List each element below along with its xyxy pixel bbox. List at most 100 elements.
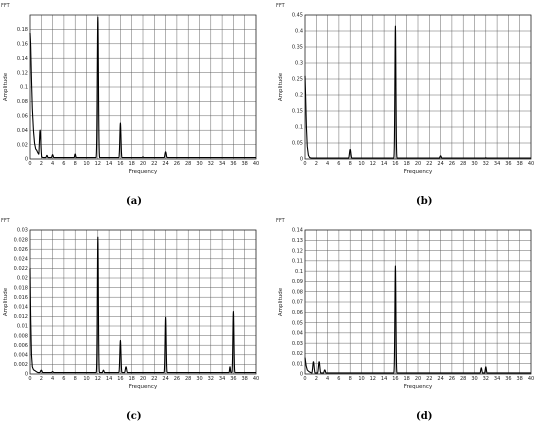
y-tick-label: 0.02: [292, 351, 303, 357]
y-tick-label: 0.02: [17, 276, 28, 282]
y-tick-label: 0.014: [14, 305, 28, 311]
y-tick-label: 0.45: [292, 13, 303, 19]
y-tick-label: 0: [25, 157, 28, 163]
x-tick-label: 4: [51, 376, 54, 382]
x-tick-label: 0: [28, 161, 31, 167]
x-tick-label: 24: [437, 376, 443, 382]
y-tick-label: 0.016: [14, 295, 28, 301]
plot-frame: [29, 14, 257, 160]
x-tick-label: 16: [117, 376, 123, 382]
x-tick-label: 26: [449, 376, 455, 382]
caption-d: (d): [416, 411, 433, 422]
x-tick-label: 32: [483, 161, 489, 167]
y-tick-label: 0.4: [295, 29, 303, 35]
fft-panel-b: FFT 0 2 4 6 8 10 12 14 16 18 20 22 24 26 28 30 32 34 36 38 40…: [275, 0, 550, 215]
y-axis-label: Amplitude: [278, 287, 284, 316]
x-tick-label: 14: [106, 161, 112, 167]
y-axis-label: Amplitude: [3, 287, 9, 316]
x-tick-label: 22: [151, 376, 157, 382]
x-tick-label: 8: [349, 376, 352, 382]
y-tick-label: 0.028: [14, 237, 28, 243]
y-tick-label: 0.018: [14, 285, 28, 291]
x-tick-label: 2: [315, 376, 318, 382]
x-tick-label: 28: [185, 376, 191, 382]
x-tick-label: 38: [517, 376, 523, 382]
panel-title: FFT: [1, 218, 11, 224]
y-tick-label: 0.01: [17, 324, 28, 330]
x-tick-label: 26: [174, 376, 180, 382]
x-tick-label: 12: [95, 376, 101, 382]
y-tick-label: 0.16: [17, 42, 28, 48]
y-tick-label: 0.1: [295, 269, 303, 275]
x-axis-label: Frequency: [404, 169, 433, 175]
x-tick-label: 26: [449, 161, 455, 167]
fft-panel-d: FFT 0 2 4 6 8 10 12 14 16 18 20 22 24 26 28 30 32 34 36 38 40…: [275, 215, 550, 429]
panel-title: FFT: [276, 218, 286, 224]
x-tick-label: 6: [62, 161, 65, 167]
x-tick-label: 22: [426, 376, 432, 382]
x-tick-label: 30: [196, 376, 202, 382]
x-tick-label: 32: [483, 376, 489, 382]
x-tick-label: 10: [358, 161, 364, 167]
x-tick-label: 20: [415, 161, 421, 167]
x-tick-label: 26: [174, 161, 180, 167]
x-tick-label: 30: [196, 161, 202, 167]
y-tick-label: 0.02: [17, 142, 28, 148]
grid: [29, 15, 257, 160]
x-tick-label: 38: [242, 161, 248, 167]
y-axis-label: Amplitude: [3, 72, 9, 101]
y-tick-label: 0.008: [14, 333, 28, 339]
y-tick-label: 0.3: [295, 61, 303, 67]
x-tick-label: 36: [230, 376, 236, 382]
x-tick-label: 18: [404, 376, 410, 382]
fft-panel-a: FFT 0 2 4 6 8 10 12 14 16 18 20 22 24 26 28 30 32 34 36 38 40…: [0, 0, 275, 215]
grid: [29, 229, 257, 375]
x-tick-label: 22: [426, 161, 432, 167]
x-tick-label: 12: [95, 161, 101, 167]
y-tick-label: 0.12: [292, 248, 303, 254]
x-tick-label: 32: [208, 376, 214, 382]
x-tick-label: 36: [505, 161, 511, 167]
y-tick-label: 0.13: [292, 238, 303, 244]
x-tick-label: 14: [381, 161, 387, 167]
x-tick-label: 4: [326, 161, 329, 167]
x-tick-label: 14: [381, 376, 387, 382]
x-tick-label: 0: [303, 161, 306, 167]
y-tick-label: 0.14: [292, 228, 303, 234]
y-tick-label: 0.04: [292, 331, 303, 337]
grid: [304, 14, 532, 160]
y-tick-label: 0.08: [292, 289, 303, 295]
fft-series-line: [304, 25, 532, 159]
x-tick-label: 6: [337, 161, 340, 167]
plot-frame: [304, 229, 532, 375]
x-tick-label: 18: [129, 376, 135, 382]
y-tick-label: 0.006: [14, 343, 28, 349]
y-tick-label: 0.05: [292, 320, 303, 326]
x-axis-label: Frequency: [404, 384, 433, 390]
y-tick-label: 0.25: [292, 77, 303, 83]
x-tick-label: 32: [208, 161, 214, 167]
x-tick-label: 10: [83, 161, 89, 167]
x-tick-label: 16: [392, 376, 398, 382]
y-tick-label: 0.03: [17, 228, 28, 234]
fft-panel-c: FFT 0 2 4 6 8 10 12 14 16 18 20 22 24 26 28 30 32 34 36 38 40…: [0, 215, 275, 429]
y-tick-label: 0.06: [292, 310, 303, 316]
y-tick-label: 0.05: [292, 141, 303, 147]
y-tick-label: 0.11: [292, 259, 303, 265]
y-tick-label: 0.2: [295, 93, 303, 99]
y-tick-label: 0.12: [17, 70, 28, 76]
x-tick-label: 4: [326, 376, 329, 382]
x-tick-label: 2: [40, 161, 43, 167]
x-tick-label: 24: [162, 161, 168, 167]
x-tick-label: 34: [494, 161, 500, 167]
x-tick-label: 8: [74, 161, 77, 167]
x-tick-label: 30: [471, 161, 477, 167]
x-tick-label: 8: [349, 161, 352, 167]
x-tick-label: 28: [185, 161, 191, 167]
x-tick-label: 18: [404, 161, 410, 167]
x-tick-label: 2: [315, 161, 318, 167]
x-tick-label: 16: [117, 161, 123, 167]
x-tick-label: 24: [437, 161, 443, 167]
